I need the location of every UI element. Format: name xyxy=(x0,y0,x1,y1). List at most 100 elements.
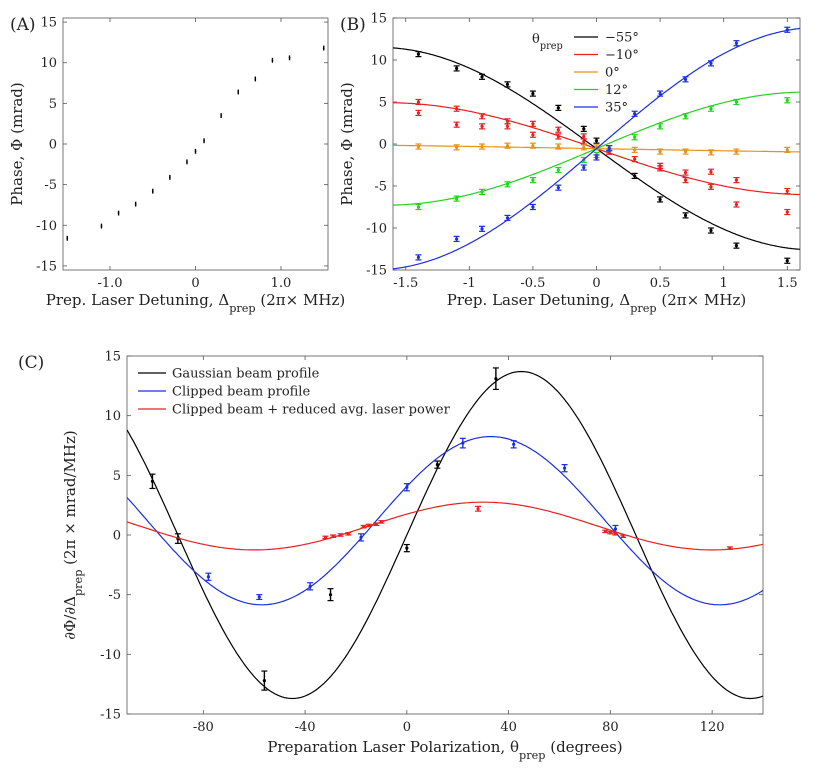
y-tick-label: -10 xyxy=(366,222,387,237)
panel-b: -1.5 -1 -0.5 0 0.5 1 1.5 -15 -10 -5 0 5 10 15 (B) Prep.… xyxy=(338,12,801,315)
y-tick-label: -5 xyxy=(374,180,387,195)
y-tick-label: 5 xyxy=(113,469,121,484)
data-point xyxy=(709,107,713,111)
data-point xyxy=(785,148,789,152)
data-point xyxy=(785,28,789,32)
data-point xyxy=(367,523,371,528)
panel-c: -80 -40 0 40 80 120 -15 -10 -5 0 5 10 15 (C) Preparati… xyxy=(18,350,764,762)
data-point xyxy=(709,185,713,189)
panel-label: (C) xyxy=(18,353,44,373)
data-point xyxy=(331,534,335,538)
y-tick-label: -15 xyxy=(100,708,121,723)
data-point xyxy=(476,507,480,511)
data-point xyxy=(594,155,599,160)
data-point xyxy=(683,77,688,81)
data-point xyxy=(709,170,713,174)
plot-area xyxy=(66,45,325,241)
data-point xyxy=(134,203,137,205)
data-point xyxy=(505,144,510,148)
data-point xyxy=(683,149,688,154)
x-axis-label: Prep. Laser Detuning, Δprep (2π× MHz) xyxy=(447,291,746,315)
data-point xyxy=(556,128,560,132)
fit-curve xyxy=(127,370,763,700)
x-tick-label: -1.0 xyxy=(97,276,122,291)
data-point xyxy=(531,205,535,209)
series-4 xyxy=(393,26,800,270)
data-point xyxy=(454,197,459,201)
data-point xyxy=(785,210,789,214)
data-point xyxy=(734,100,739,104)
x-tick-label: -1.5 xyxy=(393,276,418,291)
x-tick-label: -40 xyxy=(295,720,316,735)
data-point xyxy=(531,122,535,126)
data-point xyxy=(531,144,535,148)
data-point xyxy=(194,150,197,153)
data-point xyxy=(203,139,205,142)
data-point xyxy=(603,529,607,534)
x-axis-label: Preparation Laser Polarization, θprep (d… xyxy=(267,738,622,762)
data-point xyxy=(556,144,560,149)
data-point xyxy=(734,41,739,45)
data-point xyxy=(480,75,484,79)
data-point xyxy=(728,546,732,550)
data-point xyxy=(531,92,535,96)
fit-curve xyxy=(127,501,763,551)
series-0 xyxy=(66,45,325,241)
y-tick-label: 10 xyxy=(40,56,57,71)
data-point xyxy=(562,466,567,470)
data-point xyxy=(328,593,333,597)
data-point xyxy=(734,149,739,154)
data-point xyxy=(683,114,688,118)
data-point xyxy=(494,377,498,381)
data-point xyxy=(480,227,484,231)
data-point xyxy=(454,66,459,70)
legend-entry: Clipped beam profile xyxy=(172,385,310,400)
legend-entry: 35° xyxy=(605,101,628,116)
data-point xyxy=(512,442,516,446)
data-point xyxy=(608,531,612,535)
data-point xyxy=(359,535,363,539)
panel-label: (A) xyxy=(10,15,36,35)
data-point xyxy=(416,111,421,115)
data-point xyxy=(454,237,459,241)
data-point xyxy=(416,144,421,149)
legend-entry: Gaussian beam profile xyxy=(172,367,320,382)
panel-label: (B) xyxy=(340,15,366,35)
data-point xyxy=(683,170,688,175)
y-axis-label: ∂Φ/∂Δprep (2π × mrad/MHz) xyxy=(61,430,85,639)
data-point xyxy=(435,462,439,467)
data-point xyxy=(556,106,560,110)
data-point xyxy=(658,92,662,96)
plot-area xyxy=(393,26,800,270)
legend: Gaussian beam profile Clipped beam profil… xyxy=(138,367,451,418)
y-tick-label: 10 xyxy=(104,409,121,424)
data-point xyxy=(480,190,484,194)
y-tick-label: 5 xyxy=(49,97,57,112)
y-tick-label: -10 xyxy=(36,219,57,234)
data-point xyxy=(66,237,69,240)
y-tick-label: -15 xyxy=(36,259,57,274)
data-point xyxy=(582,134,586,139)
legend: θprep −55° −10° 0° 12° 35° xyxy=(532,31,639,116)
data-point xyxy=(633,174,637,178)
y-tick-label: 0 xyxy=(113,529,121,544)
x-tick-label: 1.5 xyxy=(777,276,798,291)
data-point xyxy=(613,532,618,536)
data-point xyxy=(709,228,713,233)
x-tick-label: 0 xyxy=(403,720,411,735)
data-point xyxy=(237,91,240,93)
data-point xyxy=(416,205,421,209)
data-point xyxy=(582,165,586,170)
data-point xyxy=(454,145,459,149)
y-tick-label: 15 xyxy=(40,16,57,31)
data-point xyxy=(206,575,211,579)
data-point xyxy=(785,259,789,263)
data-point xyxy=(480,144,484,149)
data-point xyxy=(556,186,560,190)
series-0 xyxy=(127,367,763,700)
data-point xyxy=(531,133,535,137)
data-point xyxy=(416,255,421,259)
y-tick-label: 0 xyxy=(379,138,387,153)
data-point xyxy=(288,57,291,59)
